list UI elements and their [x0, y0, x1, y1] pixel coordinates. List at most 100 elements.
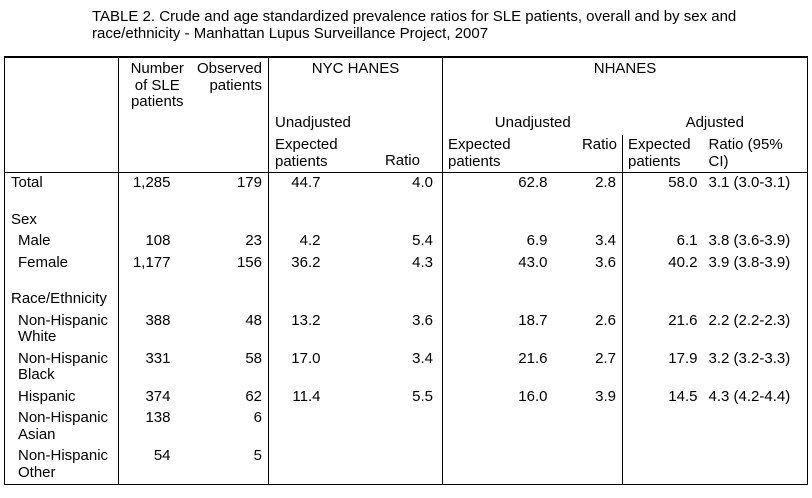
nhanes-expected-cell: 62.8 — [518, 174, 548, 191]
nyc-expected-cell: 13.2 — [291, 311, 321, 329]
nhanes-ratio-cell: 3.6 — [560, 252, 623, 274]
nyc-ratio-cell — [345, 407, 443, 446]
header-row-adjustment: Unadjusted Unadjusted Adjusted — [5, 112, 808, 135]
table-header: Number of SLE patients Observed patients… — [4, 57, 808, 173]
number-sle-header: Number of SLE patients — [118, 57, 196, 173]
observed-cell: 156 — [195, 252, 269, 274]
header-row-groups: Number of SLE patients Observed patients… — [4, 57, 808, 173]
nyc-expected-cell — [269, 274, 346, 289]
table-row: Male 108 23 4.2 5.4 6.9 3.4 6.1 3.8 (3.6-3.9) — [4, 230, 808, 252]
adjusted-ratio-cell: 4.3 (4.2-4.4) — [708, 387, 791, 405]
number-sle-cell: 331 — [145, 349, 171, 367]
adjusted-expected-cell: 14.5 — [668, 387, 698, 405]
number-sle-cell — [119, 274, 196, 289]
row-label-cell: Male — [4, 230, 119, 252]
adjusted-expected-cell: 40.2 — [668, 253, 698, 271]
table-title: TABLE 2. Crude and age standardized prev… — [92, 8, 737, 42]
number-sle-header-label: Number of SLE patients — [130, 60, 184, 110]
nhanes-ratio-cell — [560, 273, 623, 289]
adjusted-ratio-cell — [703, 408, 808, 446]
adjusted-ratio-cell — [703, 446, 808, 485]
nhanes-ratio-cell: 3.9 — [560, 386, 623, 408]
observed-cell — [195, 209, 269, 231]
adjusted-expected-cell — [623, 446, 703, 485]
nyc-ratio-cell — [345, 445, 443, 484]
spacer-row — [4, 273, 808, 289]
table-row: Hispanic 374 62 11.4 5.5 16.0 3.9 14.5 4.3 (4.2-… — [4, 386, 808, 408]
adjusted-expected-cell — [623, 194, 703, 209]
nhanes-expected-cell: 18.7 — [518, 311, 548, 329]
nhanes-expected-cell — [443, 408, 561, 446]
observed-cell: 5 — [195, 445, 269, 484]
number-sle-cell — [119, 194, 196, 209]
row-label-cell: Non-Hispanic Black — [4, 348, 119, 386]
nhanes-expected-header: Expected patients — [442, 135, 561, 173]
observed-header-label: Observed patients — [196, 60, 262, 94]
nhanes-group-header: NHANES — [593, 60, 657, 77]
table-row: Total 1,285 179 44.7 4.0 62.8 2.8 58.0 3.1 (3.0-… — [4, 172, 808, 194]
observed-cell: 6 — [195, 407, 269, 446]
adjusted-expected-header-label: Expected patients — [628, 136, 691, 170]
nyc-expected-cell — [269, 408, 346, 446]
nhanes-ratio-cell: 3.4 — [560, 230, 623, 252]
nhanes-unadjusted-header: Unadjusted — [494, 114, 571, 131]
row-label-cell: Sex — [4, 209, 119, 231]
nyc-expected-cell: 44.7 — [291, 174, 321, 191]
adjusted-ratio-cell — [703, 289, 808, 311]
nhanes-ratio-cell — [560, 288, 623, 310]
nyc-hanes-group-header: NYC HANES — [268, 57, 443, 112]
nyc-ratio-cell: 3.6 — [345, 310, 443, 348]
prevalence-table: Number of SLE patients Observed patients… — [4, 56, 809, 485]
number-sle-cell — [119, 209, 196, 231]
adjusted-expected-cell — [623, 289, 703, 311]
observed-cell — [195, 194, 269, 209]
nyc-ratio-cell — [345, 288, 443, 310]
adjusted-ratio-cell — [703, 194, 808, 209]
nhanes-ratio-cell — [560, 445, 623, 484]
nhanes-expected-cell — [443, 289, 561, 311]
number-sle-cell: 1,285 — [132, 174, 171, 191]
nyc-ratio-cell — [345, 209, 443, 231]
adjusted-expected-cell: 6.1 — [676, 232, 698, 249]
adjusted-ratio-cell: 3.9 (3.8-3.9) — [708, 253, 791, 271]
number-sle-cell: 108 — [145, 232, 171, 249]
table-body: Total 1,285 179 44.7 4.0 62.8 2.8 58.0 3.1 (3.0-… — [4, 172, 808, 485]
adjusted-expected-cell — [623, 209, 703, 231]
header-row-measures: Expected patients Ratio Expected patient… — [5, 135, 808, 173]
nyc-ratio-cell: 4.3 — [345, 252, 443, 274]
nyc-expected-cell: 11.4 — [292, 387, 321, 405]
corner-cell — [4, 57, 119, 173]
row-label-cell — [4, 194, 119, 209]
nyc-expected-cell — [269, 289, 346, 311]
row-label-cell: Total — [4, 172, 119, 194]
adjusted-expected-cell — [623, 408, 703, 446]
adjusted-expected-cell: 21.6 — [668, 311, 698, 329]
table-row: Non-Hispanic White 388 48 13.2 3.6 18.7 2.6 21.… — [4, 310, 808, 348]
number-sle-cell: 54 — [153, 447, 171, 464]
nyc-expected-cell — [269, 194, 346, 209]
nyc-ratio-cell: 3.4 — [345, 348, 443, 386]
table-row: Non-Hispanic Black 331 58 17.0 3.4 21.6 2.7 17.… — [4, 348, 808, 386]
nyc-expected-header-label: Expected patients — [275, 136, 338, 170]
nhanes-expected-cell — [443, 446, 561, 485]
number-sle-cell — [119, 289, 196, 311]
table-row: Non-Hispanic Asian 138 6 — [4, 407, 808, 446]
nyc-ratio-cell — [345, 194, 443, 209]
row-label-cell: Female — [4, 252, 119, 274]
observed-cell: 23 — [195, 230, 269, 252]
nyc-expected-cell — [269, 446, 346, 485]
observed-cell — [195, 273, 269, 289]
table-row: Female 1,177 156 36.2 4.3 43.0 3.6 40.2 3.9 (3.8… — [4, 252, 808, 274]
nyc-ratio-header: Ratio — [345, 135, 443, 173]
nhanes-expected-header-label: Expected patients — [448, 136, 511, 170]
adjusted-ratio-cell — [703, 209, 808, 231]
nhanes-ratio-cell — [560, 194, 623, 209]
row-label-cell: Race/Ethnicity — [4, 288, 119, 310]
nhanes-ratio-cell: 2.7 — [560, 348, 623, 386]
nhanes-expected-cell — [443, 209, 561, 231]
nyc-expected-header: Expected patients — [268, 135, 346, 173]
nhanes-expected-cell — [443, 194, 561, 209]
nhanes-expected-cell: 43.0 — [518, 253, 548, 271]
nyc-ratio-cell: 4.0 — [345, 172, 443, 194]
observed-header: Observed patients — [195, 57, 269, 173]
